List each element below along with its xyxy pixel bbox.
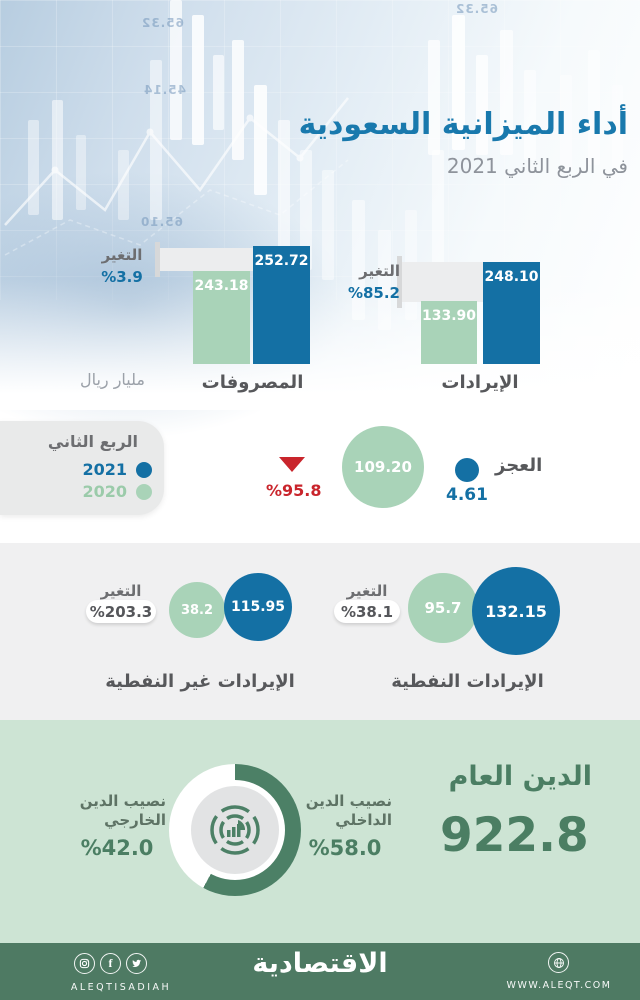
page-subtitle: في الربع الثاني 2021 xyxy=(446,153,628,178)
photo-line-chart-decoration xyxy=(4,97,349,256)
non-oil-revenues-label: الإيرادات غير النفطية xyxy=(105,671,295,692)
expenditures-label: المصروفات xyxy=(201,372,304,393)
legend-item-2021: 2021 xyxy=(82,460,152,479)
change-value: %3.9 xyxy=(101,268,143,286)
revenues-label: الإيرادات xyxy=(441,372,519,393)
non-oil-change-pill: %203.3 xyxy=(86,600,156,623)
instagram-icon[interactable] xyxy=(74,953,95,974)
oil-2021-value: 132.15 xyxy=(485,601,547,621)
external-debt-label-line1: نصيب الدين xyxy=(79,792,166,810)
change-label: التغير xyxy=(346,582,388,600)
legend-title: الربع الثاني xyxy=(47,432,138,451)
external-debt-label: نصيب الدين الخارجي xyxy=(68,792,166,830)
globe-icon xyxy=(548,952,569,973)
oil-2020-value: 95.7 xyxy=(424,599,462,617)
change-bracket-tick xyxy=(397,256,402,308)
target-chart-icon xyxy=(210,805,260,855)
oil-2020-circle: 95.7 xyxy=(408,573,478,643)
facebook-icon[interactable]: f xyxy=(100,953,121,974)
deficit-2020-value: 109.20 xyxy=(354,458,412,476)
page-title: أداء الميزانية السعودية xyxy=(298,107,628,142)
bar-2021-expenditures: 252.72 xyxy=(253,246,310,364)
header-photo: 65.32 65.32 45.14 65.10 xyxy=(0,0,640,440)
internal-debt-label-line2: الداخلي xyxy=(335,811,392,829)
oil-change-value: %38.1 xyxy=(340,602,394,621)
deficit-2020-circle: 109.20 xyxy=(342,426,424,508)
non-oil-2021-value: 115.95 xyxy=(230,599,286,615)
change-bracket-tick xyxy=(155,242,160,277)
legend-dot-2021 xyxy=(136,461,152,478)
decrease-arrow-icon xyxy=(279,457,305,472)
internal-debt-value: %58.0 xyxy=(308,836,382,860)
twitter-icon[interactable] xyxy=(126,953,147,974)
non-oil-2021-circle: 115.95 xyxy=(224,573,292,641)
bar-2020-expenditures: 243.18 xyxy=(193,271,250,364)
non-oil-2020-value: 38.2 xyxy=(180,602,214,618)
legend-year: 2020 xyxy=(82,482,127,501)
footer: f ALEQTISADIAH WWW.ALEQT.COM xyxy=(0,943,640,1000)
public-debt-title: الدين العام xyxy=(448,761,592,792)
footer-handle: ALEQTISADIAH xyxy=(70,982,172,993)
bar-value: 243.18 xyxy=(194,278,249,294)
bar-2020-revenues: 133.90 xyxy=(421,301,477,364)
debt-donut-chart xyxy=(169,764,301,896)
oil-revenues-label: الإيرادات النفطية xyxy=(391,671,544,692)
public-debt-total: 922.8 xyxy=(440,808,589,863)
legend-year: 2021 xyxy=(82,460,127,479)
change-bracket-band xyxy=(402,262,483,302)
debt-donut-center xyxy=(185,780,285,880)
legend-dot-2020 xyxy=(136,483,152,500)
internal-debt-label-line1: نصيب الدين xyxy=(305,792,392,810)
external-debt-label-line2: الخارجي xyxy=(104,811,166,829)
unit-label: مليار ريال xyxy=(79,370,145,389)
change-label: التغير xyxy=(101,246,143,264)
oil-2021-circle: 132.15 xyxy=(472,567,560,655)
deficit-2021-value: 4.61 xyxy=(446,485,488,505)
non-oil-change-value: %203.3 xyxy=(89,602,153,621)
photo-number: 65.10 xyxy=(140,215,183,229)
revenues-change: التغير %85.2 xyxy=(330,261,400,303)
change-value: %85.2 xyxy=(347,284,400,302)
public-debt-band xyxy=(0,720,640,943)
bar-value: 248.10 xyxy=(484,269,539,285)
deficit-change: %95.8 xyxy=(266,481,322,500)
deficit-2021-dot xyxy=(455,458,479,482)
external-debt-value: %42.0 xyxy=(80,836,154,860)
footer-website[interactable]: WWW.ALEQT.COM xyxy=(506,980,612,991)
photo-number: 45.14 xyxy=(143,83,186,97)
deficit-label: العجز xyxy=(495,455,543,476)
photo-number: 65.32 xyxy=(455,2,498,16)
photo-number: 65.32 xyxy=(141,16,184,30)
oil-change-pill: %38.1 xyxy=(334,600,400,623)
non-oil-2020-circle: 38.2 xyxy=(169,582,225,638)
aleqtisadiah-logo: الاقتصادية xyxy=(252,948,388,979)
bar-value: 133.90 xyxy=(421,308,477,324)
expenditures-change: التغير %3.9 xyxy=(88,245,156,287)
bar-value: 252.72 xyxy=(254,253,309,269)
change-label: التغير xyxy=(359,262,400,280)
legend-item-2020: 2020 xyxy=(82,482,152,501)
title-block: أداء الميزانية السعودية في الربع الثاني … xyxy=(299,106,628,178)
change-label: التغير xyxy=(100,582,142,600)
change-bracket-band xyxy=(160,248,253,271)
internal-debt-label: نصيب الدين الداخلي xyxy=(298,792,392,830)
legend: الربع الثاني 2021 2020 xyxy=(0,421,164,515)
bar-2021-revenues: 248.10 xyxy=(483,262,540,364)
